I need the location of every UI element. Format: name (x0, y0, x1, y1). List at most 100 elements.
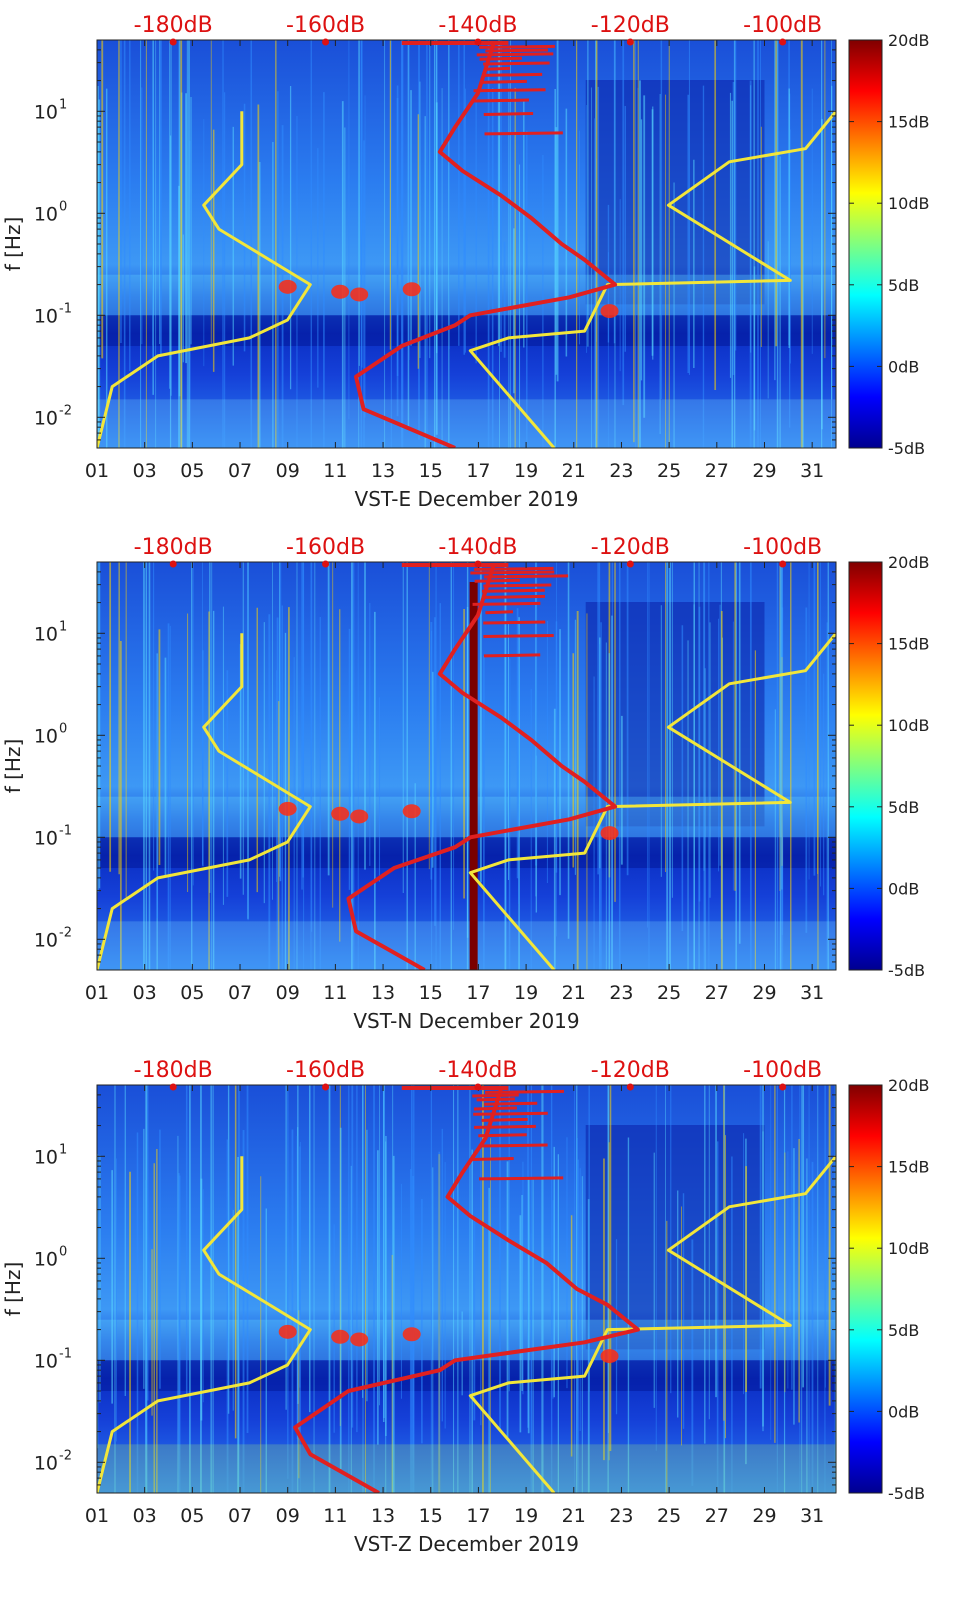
x-tick-label: 17 (466, 982, 490, 1004)
x-tick-label: 07 (228, 460, 252, 482)
x-tick-label: 21 (562, 982, 586, 1004)
psd-spike (470, 570, 555, 575)
psd-spike (483, 61, 550, 66)
x-tick-label: 15 (419, 460, 443, 482)
x-tick-label: 03 (133, 1505, 157, 1527)
top-axis-label: -160dB (286, 1058, 365, 1083)
psd-spike (483, 634, 554, 639)
y-tick-label: 10 (34, 623, 58, 645)
y-axis-label: f [Hz] (1, 739, 25, 794)
colorbar-tick-label: 10dB (888, 1239, 930, 1258)
top-axis-label: -140dB (438, 535, 517, 560)
y-tick-label: 10 (34, 1350, 58, 1372)
colorbar-tick-label: 0dB (888, 1402, 919, 1421)
top-axis-tick (322, 1083, 330, 1091)
y-tick-exponent: 1 (59, 97, 67, 112)
x-tick-label: 29 (752, 1505, 776, 1527)
top-axis-tick (779, 1083, 787, 1091)
hotspot (350, 809, 369, 824)
psd-spike (481, 1117, 528, 1122)
psd-spike (474, 1124, 536, 1129)
y-tick-exponent: 0 (59, 1244, 67, 1259)
y-tick-label: 10 (34, 1248, 58, 1270)
top-axis-tick (626, 560, 634, 568)
psd-spike (478, 1133, 527, 1138)
x-tick-label: 27 (705, 1505, 729, 1527)
psd-spike (474, 566, 554, 571)
x-axis-label: VST-Z December 2019 (354, 1532, 579, 1556)
y-tick-exponent: -1 (59, 823, 72, 838)
x-tick-label: 05 (180, 460, 204, 482)
x-tick-label: 03 (133, 460, 157, 482)
psd-spike (483, 583, 552, 588)
colorbar-tick-label: 20dB (888, 1076, 930, 1095)
lowfreq-band (97, 1444, 836, 1493)
colorbar-tick-label: 20dB (888, 553, 930, 572)
dark-band (97, 315, 836, 346)
hotspot (600, 826, 619, 841)
hotspot (331, 1329, 350, 1344)
psd-spike (481, 594, 546, 599)
psd-spike (480, 79, 527, 84)
x-tick-label: 27 (705, 460, 729, 482)
top-axis-label: -100dB (743, 13, 822, 38)
psd-spike (484, 1101, 538, 1106)
x-tick-label: 15 (419, 982, 443, 1004)
psd-spike (473, 88, 546, 93)
noise-model-low-curve (97, 1156, 312, 1493)
psd-spike (485, 610, 514, 615)
x-tick-label: 25 (657, 460, 681, 482)
x-tick-label: 19 (514, 982, 538, 1004)
x-tick-label: 29 (752, 460, 776, 482)
median-psd-curve (346, 566, 618, 970)
colorbar (848, 39, 883, 449)
x-tick-label: 11 (323, 1505, 347, 1527)
x-tick-label: 19 (514, 1505, 538, 1527)
x-tick-label: 09 (276, 1505, 300, 1527)
psd-spike (483, 653, 541, 658)
x-tick-label: 23 (609, 460, 633, 482)
hotspot (331, 284, 350, 299)
x-tick-label: 31 (800, 982, 824, 1004)
top-axis-label: -120dB (591, 13, 670, 38)
psd-spike (474, 98, 529, 103)
x-tick-label: 01 (85, 982, 109, 1004)
colorbar-tick-label: -5dB (888, 1484, 925, 1503)
x-tick-label: 29 (752, 982, 776, 1004)
top-axis-label: -180dB (134, 535, 213, 560)
top-axis-label: -120dB (591, 535, 670, 560)
x-tick-label: 15 (419, 1505, 443, 1527)
spectrogram-image (97, 40, 836, 448)
colorbar-tick-label: 5dB (888, 798, 919, 817)
x-tick-label: 11 (323, 460, 347, 482)
dark-band (97, 1360, 836, 1391)
noise-model-high-curve (468, 632, 836, 970)
x-tick-label: 21 (562, 460, 586, 482)
hotspot (350, 1332, 369, 1347)
colorbar (848, 561, 883, 971)
y-tick-label: 10 (34, 1146, 58, 1168)
median-psd-curve (354, 44, 618, 448)
psd-spike (473, 1111, 548, 1116)
psd-spike (483, 620, 546, 625)
spectrogram-image (97, 1085, 836, 1493)
y-axis-label: f [Hz] (1, 1262, 25, 1317)
top-axis-tick (322, 560, 330, 568)
top-axis-tick (169, 560, 177, 568)
top-axis-label: -160dB (286, 13, 365, 38)
colorbar-tick-label: 0dB (888, 357, 919, 376)
x-tick-label: 05 (180, 1505, 204, 1527)
y-tick-label: 10 (34, 725, 58, 747)
top-axis-label: -180dB (134, 13, 213, 38)
x-tick-label: 11 (323, 982, 347, 1004)
hotspot (278, 279, 297, 294)
hotspot (402, 282, 421, 297)
hotspot (278, 1324, 297, 1339)
x-tick-label: 23 (609, 1505, 633, 1527)
hotspot (402, 1327, 421, 1342)
x-tick-label: 09 (276, 460, 300, 482)
hotspot (331, 806, 350, 821)
